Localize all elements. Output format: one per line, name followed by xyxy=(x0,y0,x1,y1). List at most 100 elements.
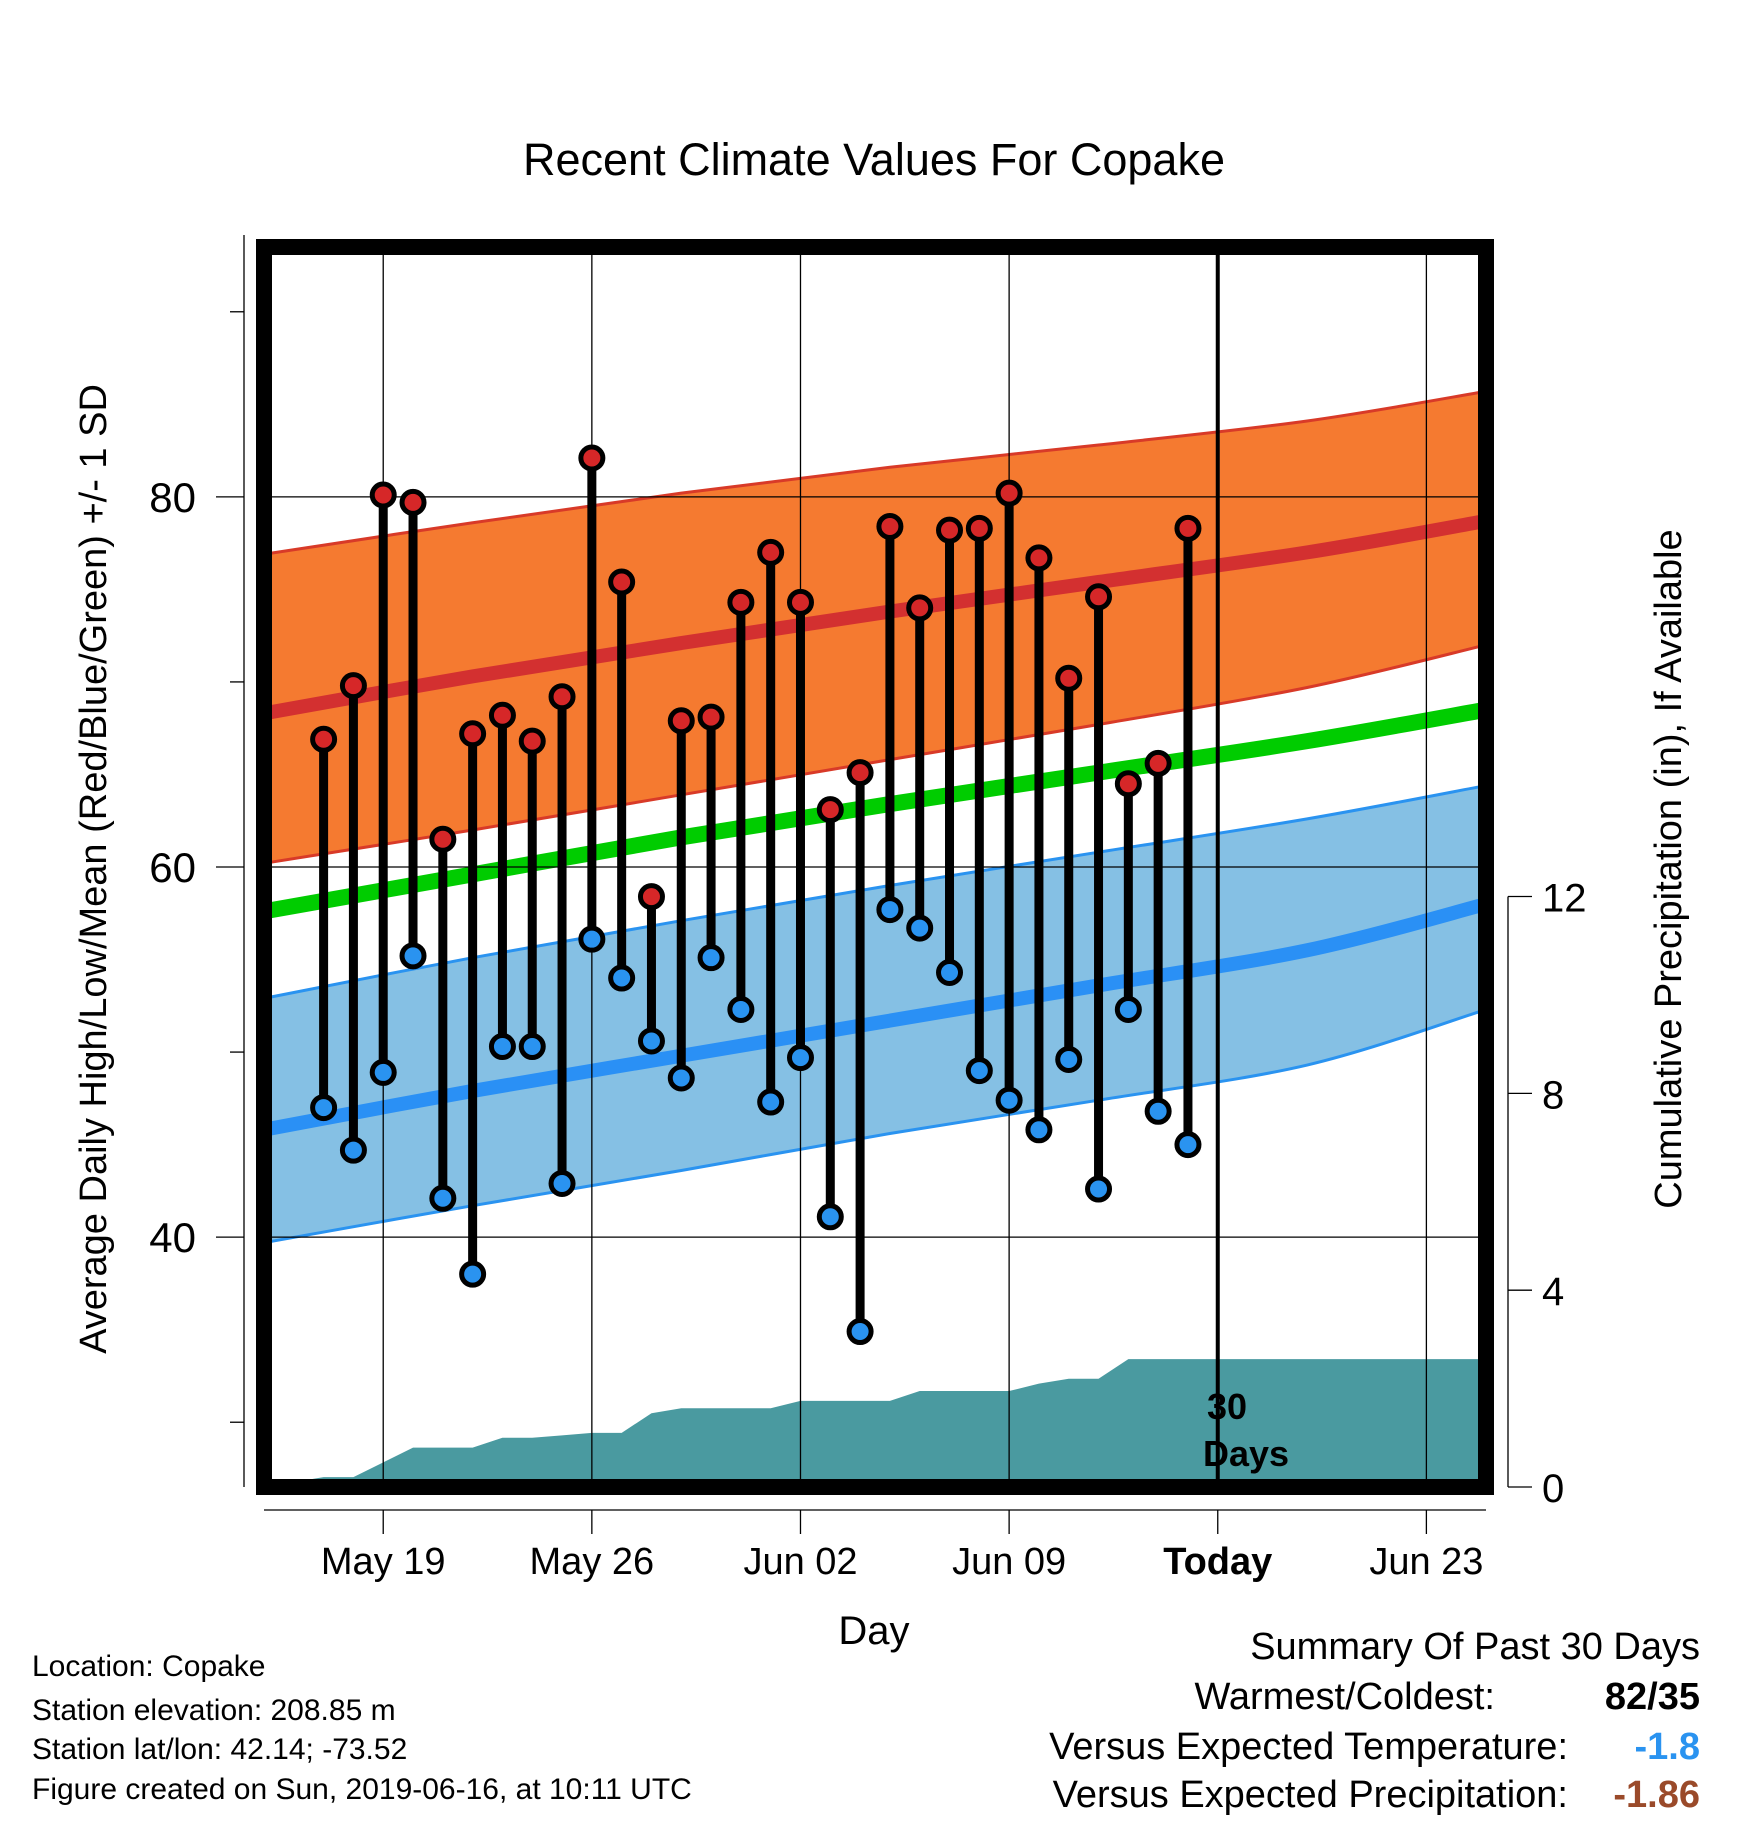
footer-latlon: Station lat/lon: 42.14; -73.52 xyxy=(32,1733,408,1766)
high-point xyxy=(399,488,427,516)
x-tick-label: Jun 02 xyxy=(743,1541,857,1583)
high-point xyxy=(906,594,934,622)
low-point xyxy=(518,1033,546,1061)
high-point xyxy=(1114,770,1142,798)
low-point xyxy=(369,1058,397,1086)
y-axis-left: 40 60 80 xyxy=(149,235,245,1487)
high-point xyxy=(1174,514,1202,542)
daily-range-bars xyxy=(310,444,1202,1346)
low-point xyxy=(876,896,904,924)
x-axis: May 19 May 26 Jun 02 Jun 09 Today Jun 23 xyxy=(264,1509,1486,1583)
summary-temp-value: -1.8 xyxy=(1634,1726,1700,1768)
low-point xyxy=(1085,1175,1113,1203)
y2-tick-label: 12 xyxy=(1542,877,1587,921)
high-point xyxy=(459,720,487,748)
high-point xyxy=(667,707,695,735)
high-point xyxy=(578,444,606,472)
low-point xyxy=(846,1318,874,1346)
x-tick-label: May 26 xyxy=(530,1541,655,1583)
high-point xyxy=(1025,544,1053,572)
high-point xyxy=(786,588,814,616)
low-point xyxy=(1174,1131,1202,1159)
high-point xyxy=(548,683,576,711)
low-point xyxy=(995,1086,1023,1114)
low-point xyxy=(1144,1097,1172,1125)
high-sd-band xyxy=(264,391,1486,864)
today-annotation-days: Days xyxy=(1203,1433,1289,1474)
summary-warm-cold-value: 82/35 xyxy=(1604,1676,1700,1718)
plot-frame xyxy=(256,239,1494,1495)
high-point xyxy=(1085,583,1113,611)
footer-created: Figure created on Sun, 2019-06-16, at 10… xyxy=(32,1773,692,1806)
y2-axis-label: Cumulative Precipitation (in), If Availa… xyxy=(1648,529,1690,1208)
low-point xyxy=(816,1203,844,1231)
y2-tick-label: 8 xyxy=(1542,1073,1564,1117)
high-point xyxy=(369,481,397,509)
footer-elevation: Station elevation: 208.85 m xyxy=(32,1694,396,1727)
y-axis-label: Average Daily High/Low/Mean (Red/Blue/Gr… xyxy=(73,384,115,1354)
low-point xyxy=(459,1260,487,1288)
high-point xyxy=(816,796,844,824)
summary-title: Summary Of Past 30 Days xyxy=(1250,1626,1700,1668)
low-point xyxy=(339,1136,367,1164)
y-tick-label: 40 xyxy=(149,1214,196,1261)
high-point xyxy=(1144,749,1172,777)
y-tick-label: 60 xyxy=(149,844,196,891)
low-point xyxy=(697,944,725,972)
low-point xyxy=(906,914,934,942)
summary-precip-label: Versus Expected Precipitation: xyxy=(1052,1774,1568,1816)
low-point xyxy=(429,1184,457,1212)
summary-warm-cold-label: Warmest/Coldest: xyxy=(1194,1676,1495,1718)
high-point xyxy=(488,701,516,729)
low-point xyxy=(578,925,606,953)
x-tick-label: Jun 09 xyxy=(952,1541,1066,1583)
precip-area xyxy=(264,1359,1486,1487)
high-point xyxy=(727,588,755,616)
high-point xyxy=(518,727,546,755)
y2-tick-label: 4 xyxy=(1542,1270,1564,1314)
high-point xyxy=(339,672,367,700)
low-point xyxy=(786,1044,814,1072)
low-point xyxy=(548,1169,576,1197)
y2-tick-label: 0 xyxy=(1542,1467,1564,1511)
summary-precip-value: -1.86 xyxy=(1613,1774,1700,1816)
low-point xyxy=(757,1088,785,1116)
plot-border xyxy=(256,239,1494,1495)
y-tick-label: 80 xyxy=(149,474,196,521)
low-sd-band xyxy=(264,785,1486,1243)
high-point xyxy=(846,759,874,787)
low-point xyxy=(936,958,964,986)
today-annotation-count: 30 xyxy=(1207,1386,1247,1427)
low-point xyxy=(965,1057,993,1085)
high-point xyxy=(429,825,457,853)
low-point xyxy=(1025,1116,1053,1144)
high-point xyxy=(876,512,904,540)
chart-title: Recent Climate Values For Copake xyxy=(523,134,1225,185)
low-point xyxy=(310,1094,338,1122)
high-point xyxy=(965,514,993,542)
high-point xyxy=(995,479,1023,507)
high-point xyxy=(637,883,665,911)
high-point xyxy=(310,725,338,753)
high-point xyxy=(757,538,785,566)
high-upper-line xyxy=(263,389,1487,556)
high-point xyxy=(1055,664,1083,692)
high-point xyxy=(697,703,725,731)
high-point xyxy=(936,516,964,544)
x-tick-label: May 19 xyxy=(321,1541,446,1583)
low-point xyxy=(1114,996,1142,1024)
low-point xyxy=(637,1027,665,1055)
low-point xyxy=(1055,1045,1083,1073)
low-point xyxy=(399,942,427,970)
x-tick-label: Jun 23 xyxy=(1369,1541,1483,1583)
low-point xyxy=(488,1033,516,1061)
summary-temp-label: Versus Expected Temperature: xyxy=(1049,1726,1568,1768)
low-point xyxy=(727,996,755,1024)
footer-location: Location: Copake xyxy=(32,1650,266,1683)
x-axis-label: Day xyxy=(838,1609,909,1653)
precip-area-fill xyxy=(264,1359,1486,1487)
low-point xyxy=(667,1064,695,1092)
high-point xyxy=(608,568,636,596)
x-tick-label: Today xyxy=(1163,1541,1272,1583)
